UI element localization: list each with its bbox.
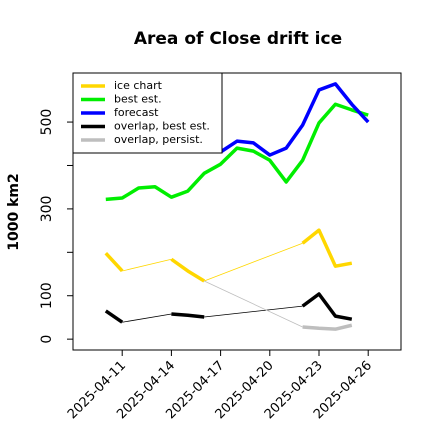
gap-connector: [122, 313, 172, 323]
series-line: [171, 312, 205, 319]
series-line: [104, 251, 124, 273]
y-tick-label: 500: [39, 109, 55, 136]
y-axis-label: 1000 km2: [6, 173, 22, 250]
legend-label: forecast: [114, 106, 159, 119]
series-line: [301, 228, 353, 268]
series-line: [170, 257, 206, 283]
legend-label: overlap, persist.: [114, 133, 203, 146]
gap-connector: [204, 242, 303, 282]
legend-label: ice chart: [114, 79, 163, 92]
series-line: [104, 309, 124, 324]
series-line: [219, 82, 370, 157]
plot-frame: [72, 72, 402, 351]
chart-title: Area of Close drift ice: [134, 29, 342, 49]
series-line: [105, 102, 369, 202]
y-tick-label: 300: [39, 196, 55, 223]
legend-label: best est.: [114, 93, 162, 106]
legend-label: overlap, best est.: [114, 120, 210, 133]
y-tick-label: 100: [39, 282, 55, 309]
gap-connector: [204, 305, 303, 318]
series-line: [302, 323, 353, 331]
gap-connector: [204, 280, 303, 328]
y-tick-label: 0: [39, 335, 55, 344]
series-line: [301, 292, 353, 321]
gap-connector: [122, 258, 172, 272]
